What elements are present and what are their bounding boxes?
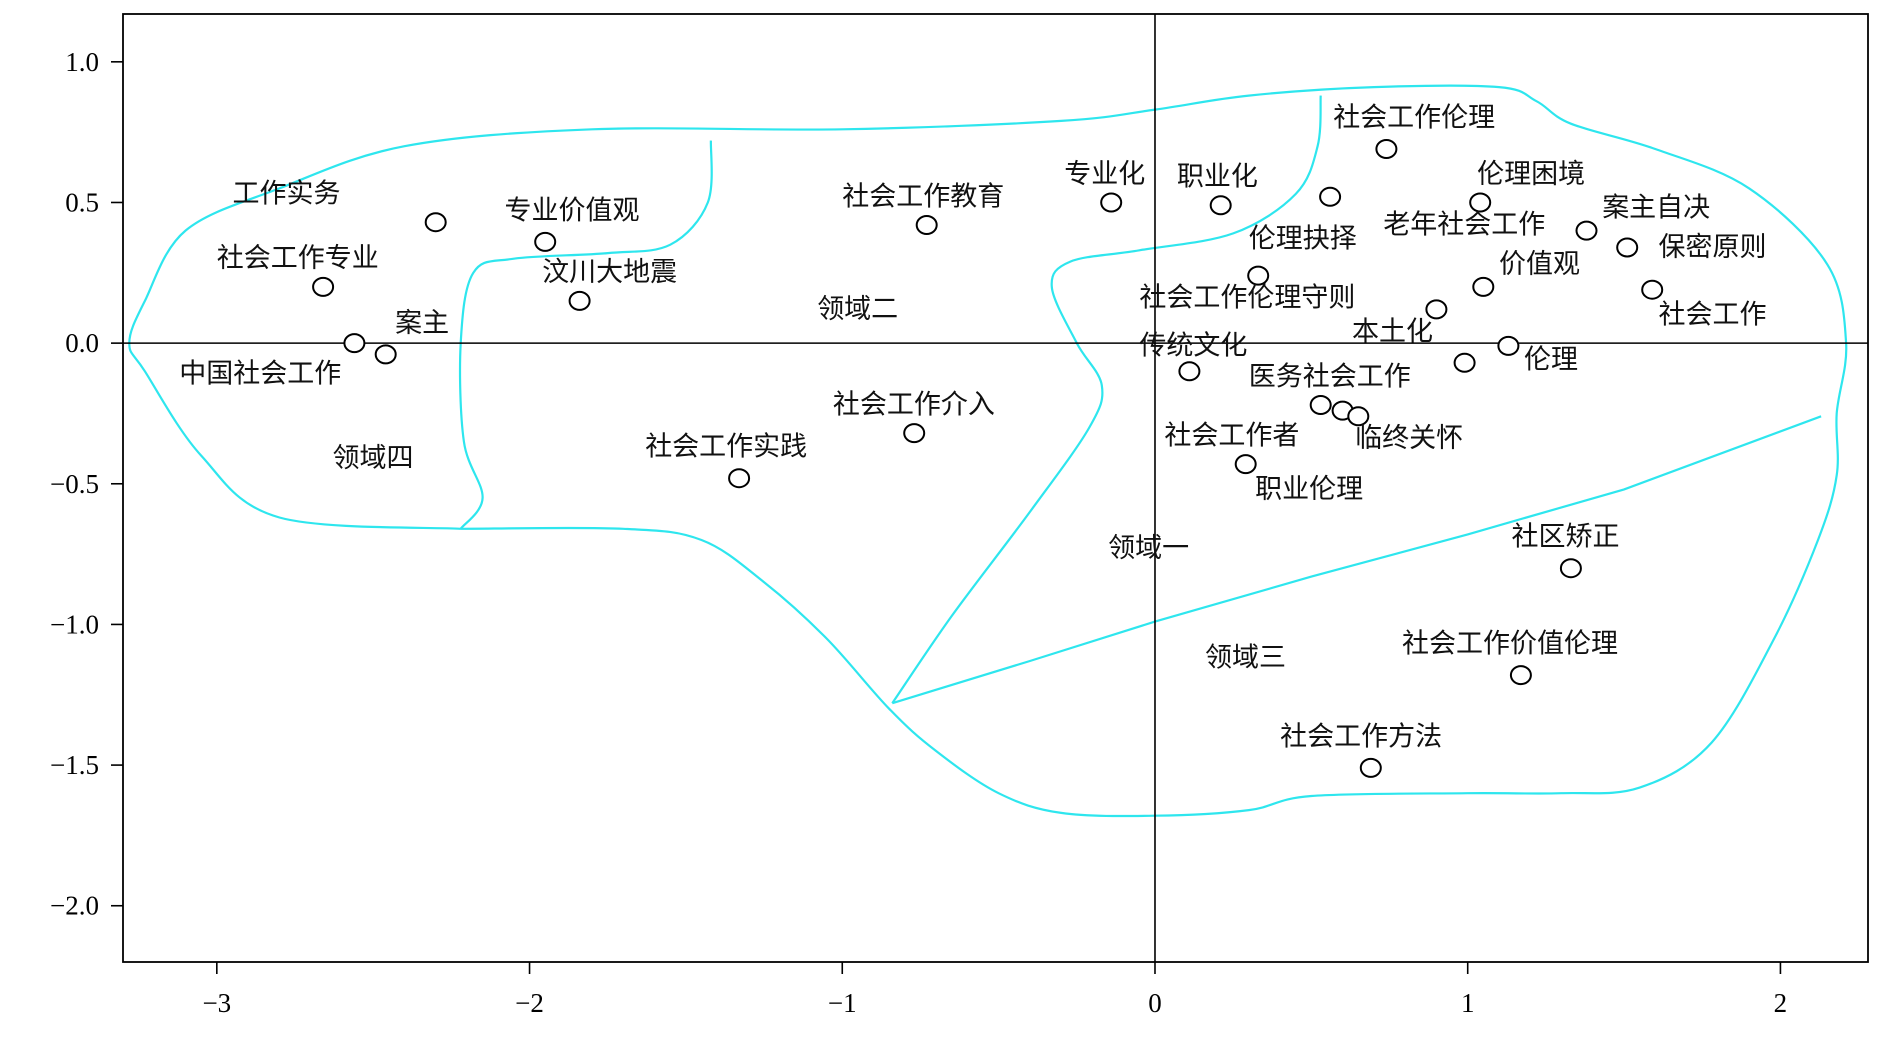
point-label-27: 社会工作实践: [645, 432, 807, 463]
region-label-3: 领域三: [1205, 643, 1286, 674]
data-point-11: [1469, 192, 1492, 213]
point-label-28: 社区矫正: [1512, 522, 1620, 553]
point-label-23: 社会工作者: [1164, 420, 1299, 451]
point-label-10: 社会工作伦理: [1333, 103, 1495, 134]
data-point-1: [424, 212, 447, 233]
point-label-14: 案主自决: [1602, 193, 1710, 224]
point-label-2: 专业价值观: [505, 195, 640, 226]
y-tick-label-3: 0.0: [65, 328, 99, 358]
data-point-9: [1209, 195, 1232, 216]
point-label-20: 传统文化: [1139, 330, 1247, 361]
x-tick-label-5: 1: [1461, 988, 1475, 1018]
x-tick-label-2: −2: [515, 988, 544, 1018]
point-label-29: 社会工作价值伦理: [1402, 629, 1618, 660]
point-label-3: 社会工作专业: [217, 243, 379, 274]
point-label-25: 职业伦理: [1255, 474, 1363, 505]
data-point-8: [1100, 192, 1123, 213]
point-label-9: 职业化: [1177, 162, 1258, 193]
data-point-24: [1347, 406, 1370, 427]
point-label-11: 伦理困境: [1477, 159, 1585, 190]
data-point-28: [1559, 558, 1582, 579]
data-point-5: [374, 344, 397, 365]
data-point-17: [1247, 265, 1270, 286]
point-label-8: 专业化: [1064, 159, 1145, 190]
axes: −3 −2 −1 0 1 2 1.0 0.5 0.0 −0.5 −1.0 −1.5 −2.0: [50, 13, 1869, 1018]
point-label-22: 医务社会工作: [1249, 361, 1411, 392]
data-point-10: [1375, 139, 1398, 159]
point-label-6: 中国社会工作: [179, 359, 341, 390]
point-label-24: 临终关怀: [1355, 423, 1463, 454]
x-tick-label-6: 2: [1774, 988, 1788, 1018]
point-label-15: 保密原则: [1659, 232, 1767, 263]
point-label-18: 本土化: [1352, 316, 1433, 347]
region-label-2: 领域二: [817, 294, 898, 325]
y-tick-label-7: −2.0: [50, 891, 99, 921]
data-points: [312, 139, 1664, 778]
point-label-4: 汶川大地震: [542, 257, 677, 288]
point-label-21: 伦理: [1524, 344, 1578, 375]
region-boundary-2: [458, 140, 713, 530]
data-point-13: [1575, 220, 1598, 241]
region-boundary-4: [891, 415, 1822, 705]
region-boundary-3: [891, 95, 1322, 704]
data-point-12: [1319, 186, 1342, 207]
point-label-1: 工作实务: [233, 179, 341, 210]
data-point-26: [903, 423, 926, 444]
data-point-29: [1509, 665, 1532, 686]
y-tick-label-6: −1.5: [50, 750, 99, 780]
data-point-2: [534, 231, 557, 252]
region-label-1: 领域一: [1108, 533, 1189, 564]
data-point-21: [1497, 335, 1520, 356]
point-label-16: 价值观: [1499, 249, 1580, 280]
x-tick-label-3: −1: [828, 988, 857, 1018]
region-boundaries: [128, 84, 1848, 818]
data-point-15: [1641, 279, 1664, 300]
point-label-12: 伦理抉择: [1249, 224, 1357, 255]
data-point-16: [1472, 276, 1495, 297]
point-label-26: 社会工作介入: [833, 390, 995, 421]
plot-frame: [122, 13, 1869, 963]
y-tick-label-5: −1.0: [50, 609, 99, 639]
x-tick-label-1: −3: [202, 988, 231, 1018]
region-boundary-1: [128, 84, 1848, 818]
reference-lines: [123, 14, 1868, 962]
data-point-14: [1616, 237, 1639, 258]
region-label-4: 领域四: [333, 443, 414, 474]
data-point-20: [1178, 361, 1201, 382]
data-point-25: [1234, 454, 1257, 475]
data-point-30: [1359, 757, 1382, 778]
y-tick-label-4: −0.5: [50, 469, 99, 499]
data-point-7: [915, 215, 938, 235]
x-tick-label-4: 0: [1148, 988, 1162, 1018]
point-label-13: 老年社会工作: [1383, 209, 1545, 240]
point-label-30: 社会工作方法: [1280, 721, 1442, 752]
y-tick-label-2: 0.5: [65, 187, 99, 217]
data-point-19: [1453, 352, 1476, 373]
data-point-6: [343, 333, 366, 354]
point-label-7: 社会工作教育: [842, 181, 1004, 212]
data-point-3: [312, 276, 335, 297]
data-point-18: [1425, 299, 1448, 320]
y-tick-label-1: 1.0: [65, 47, 99, 77]
data-point-27: [728, 468, 751, 489]
point-label-17: 社会工作伦理守则: [1139, 283, 1355, 314]
data-point-22: [1309, 395, 1332, 415]
point-label-5: 案主: [395, 308, 449, 339]
point-label-19: 社会工作: [1659, 299, 1767, 330]
data-point-4: [568, 290, 591, 311]
